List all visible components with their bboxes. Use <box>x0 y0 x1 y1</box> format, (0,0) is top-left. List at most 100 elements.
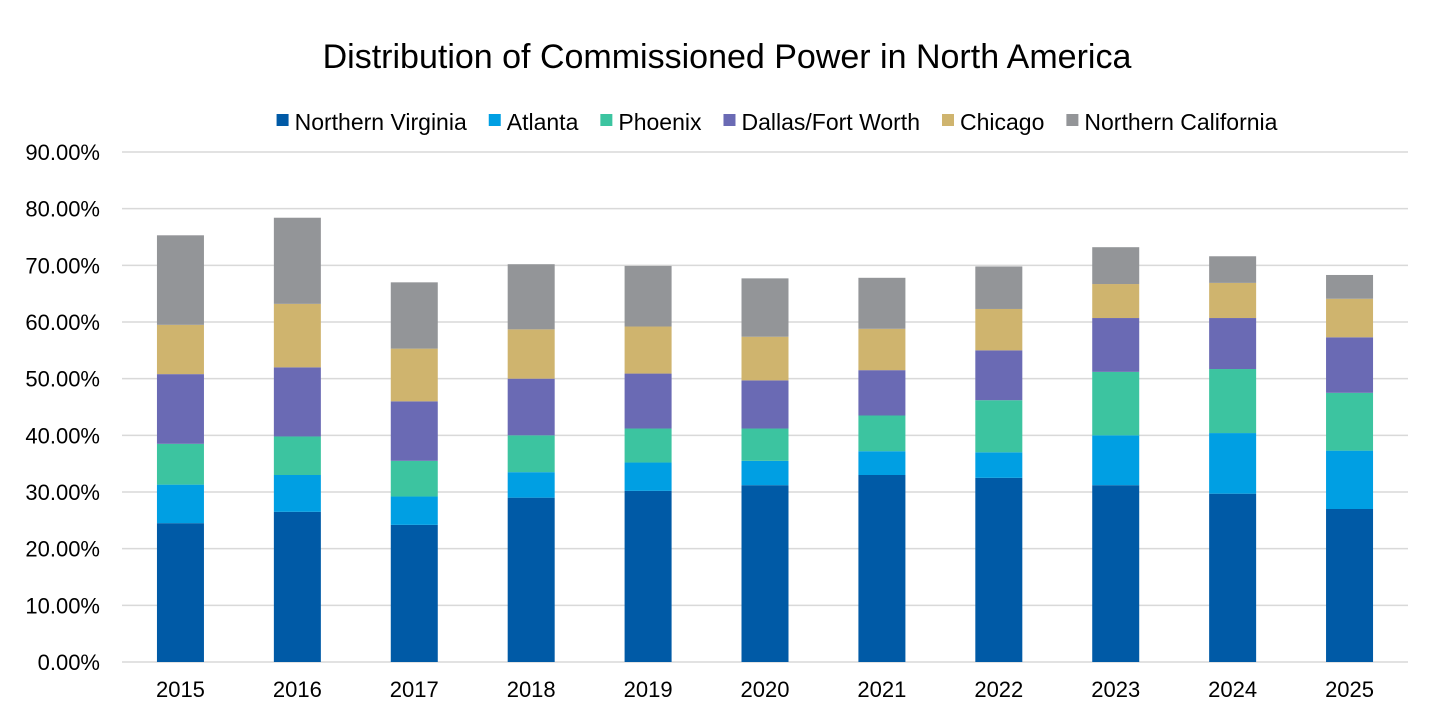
bar-segment-northern-california <box>273 217 321 304</box>
x-tick-label: 2021 <box>857 677 906 702</box>
legend-swatch <box>276 114 289 126</box>
x-tick-label: 2019 <box>624 677 673 702</box>
legend-label: Dallas/Fort Worth <box>741 109 920 135</box>
bar-segment-atlanta <box>273 475 321 512</box>
bar-stack-2023 <box>1092 247 1140 662</box>
bar-segment-dallas-fort-worth <box>1209 318 1257 370</box>
bar-segment-atlanta <box>156 484 204 524</box>
bar-segment-atlanta <box>624 462 672 491</box>
y-tick-label: 70.00% <box>25 253 100 278</box>
bar-stack-2024 <box>1209 256 1257 662</box>
legend-label: Phoenix <box>618 109 702 135</box>
legend-label: Northern Virginia <box>295 109 467 135</box>
bar-segment-dallas-fort-worth <box>624 373 672 429</box>
legend-item: Phoenix <box>600 109 702 135</box>
x-tick-label: 2024 <box>1208 677 1257 702</box>
chart-title: Distribution of Commissioned Power in No… <box>323 38 1132 76</box>
y-tick-label: 60.00% <box>25 310 100 335</box>
bar-segment-northern-california <box>858 277 906 329</box>
legend-swatch <box>1066 114 1079 126</box>
bar-segment-northern-virginia <box>624 490 672 662</box>
bar-segment-phoenix <box>1326 392 1374 451</box>
bar-segment-northern-virginia <box>156 523 204 662</box>
bar-segment-chicago <box>858 328 906 371</box>
bar-segment-northern-virginia <box>273 511 321 662</box>
bar-stack-2015 <box>156 235 204 662</box>
bar-segment-chicago <box>507 329 555 379</box>
bar-segment-northern-virginia <box>1092 485 1140 662</box>
y-axis: 0.00% 10.00% 20.00% 30.00% 40.00% 50.00% 60.00… <box>25 140 100 675</box>
bar-segment-northern-virginia <box>975 477 1023 662</box>
bar-segment-phoenix <box>624 428 672 463</box>
bar-segment-northern-california <box>1326 274 1374 299</box>
bar-segment-phoenix <box>741 428 789 461</box>
legend-label: Atlanta <box>507 109 579 135</box>
bar-segment-phoenix <box>507 435 555 473</box>
bar-segment-northern-virginia <box>741 485 789 662</box>
bars <box>156 217 1374 662</box>
bar-segment-phoenix <box>858 415 906 452</box>
bar-segment-atlanta <box>390 496 438 525</box>
bar-segment-northern-virginia <box>390 524 438 662</box>
y-tick-label: 0.00% <box>38 650 100 675</box>
legend-swatch <box>488 114 501 126</box>
y-tick-label: 20.00% <box>25 537 100 562</box>
bar-segment-atlanta <box>1326 450 1374 509</box>
bar-segment-dallas-fort-worth <box>975 350 1023 401</box>
bar-segment-atlanta <box>975 452 1023 478</box>
legend-swatch <box>600 114 613 126</box>
bar-segment-dallas-fort-worth <box>741 380 789 429</box>
legend-label: Northern California <box>1084 109 1277 135</box>
bar-segment-dallas-fort-worth <box>1326 337 1374 393</box>
bar-segment-atlanta <box>1209 433 1257 494</box>
bar-segment-phoenix <box>390 460 438 497</box>
y-tick-label: 30.00% <box>25 480 100 505</box>
bar-segment-northern-california <box>975 266 1023 309</box>
bar-segment-atlanta <box>1092 435 1140 486</box>
bar-segment-northern-virginia <box>858 475 906 662</box>
bar-segment-dallas-fort-worth <box>390 401 438 461</box>
bar-stack-2020 <box>741 278 789 662</box>
y-tick-label: 40.00% <box>25 423 100 448</box>
legend-swatch <box>942 114 954 126</box>
x-axis: 2015 2016 2017 2018 2019 2020 2021 2022 2023 2024… <box>156 677 1374 702</box>
bar-segment-chicago <box>156 324 204 375</box>
bar-segment-northern-virginia <box>1209 493 1257 662</box>
x-tick-label: 2023 <box>1091 677 1140 702</box>
bar-segment-northern-california <box>390 282 438 349</box>
bar-segment-chicago <box>1209 282 1257 319</box>
bar-stack-2016 <box>273 217 321 662</box>
x-tick-label: 2025 <box>1325 677 1374 702</box>
bar-segment-phoenix <box>975 400 1023 453</box>
bar-segment-dallas-fort-worth <box>273 367 321 437</box>
bar-segment-northern-california <box>507 264 555 330</box>
bar-stack-2019 <box>624 265 672 662</box>
bar-segment-dallas-fort-worth <box>507 378 555 436</box>
x-tick-label: 2022 <box>974 677 1023 702</box>
bar-stack-2025 <box>1326 274 1374 662</box>
bar-segment-phoenix <box>1092 371 1140 436</box>
bar-segment-northern-virginia <box>507 497 555 662</box>
bar-segment-chicago <box>741 336 789 381</box>
legend-item: Atlanta <box>488 109 579 135</box>
bar-segment-phoenix <box>1209 369 1257 434</box>
legend-item: Northern California <box>1066 109 1278 135</box>
bar-segment-chicago <box>624 326 672 374</box>
x-tick-label: 2017 <box>390 677 439 702</box>
bar-segment-northern-california <box>624 265 672 327</box>
y-tick-label: 90.00% <box>25 140 100 165</box>
bar-stack-2018 <box>507 264 555 662</box>
legend-swatch <box>723 114 736 126</box>
bar-segment-chicago <box>975 308 1023 351</box>
bar-segment-atlanta <box>858 451 906 475</box>
bar-segment-dallas-fort-worth <box>156 374 204 444</box>
legend-item: Northern Virginia <box>276 109 467 135</box>
bar-segment-dallas-fort-worth <box>1092 318 1140 372</box>
y-tick-label: 80.00% <box>25 197 100 222</box>
y-tick-label: 10.00% <box>25 593 100 618</box>
x-tick-label: 2018 <box>507 677 556 702</box>
legend: Northern Virginia Atlanta Phoenix Dallas/Fo… <box>276 109 1278 135</box>
x-tick-label: 2020 <box>741 677 790 702</box>
